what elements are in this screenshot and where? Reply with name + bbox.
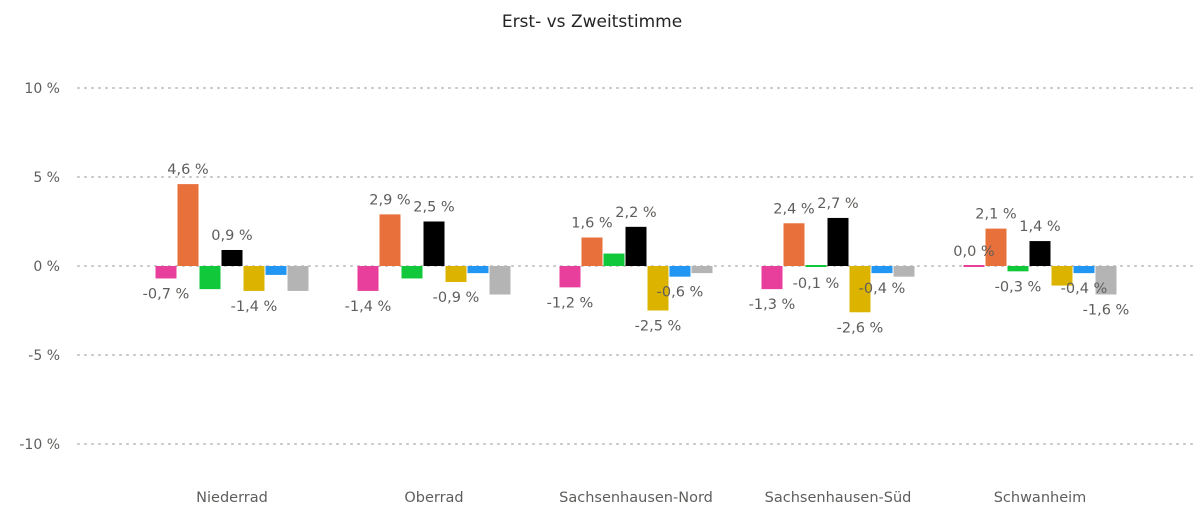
bar: [849, 266, 871, 313]
bar: [647, 266, 669, 311]
bar: [265, 266, 287, 275]
data-label: -1,2 %: [547, 295, 594, 311]
data-label: 2,2 %: [615, 205, 656, 221]
bar: [963, 265, 985, 267]
bar: [1007, 266, 1029, 272]
bar: [445, 266, 467, 283]
y-tick-label: 10 %: [24, 81, 60, 97]
x-category-label: Niederrad: [196, 490, 268, 506]
data-label: 1,6 %: [571, 216, 612, 232]
bar: [985, 228, 1007, 266]
data-label: -0,6 %: [657, 285, 704, 301]
data-label: -2,6 %: [837, 320, 884, 336]
y-tick-label: 0 %: [33, 259, 60, 275]
data-label: 2,9 %: [369, 192, 410, 208]
bar: [559, 266, 581, 288]
y-tick-label: 5 %: [33, 170, 60, 186]
data-label: -1,6 %: [1083, 302, 1130, 318]
data-label: 1,4 %: [1019, 219, 1060, 235]
data-label: -0,1 %: [793, 276, 840, 292]
bar: [581, 237, 603, 266]
bar: [761, 266, 783, 290]
bar: [827, 217, 849, 266]
data-label: 0,0 %: [953, 244, 994, 260]
bar: [423, 221, 445, 266]
bar: [603, 253, 625, 266]
bar: [1051, 266, 1073, 286]
bars: [155, 184, 1117, 313]
bar: [669, 266, 691, 277]
bar: [1095, 266, 1117, 295]
data-labels: -0,7 % 4,6 % 0,9 % -1,4 % -1,4 % 2,9 % 2,5 % -0…: [143, 162, 1130, 336]
bar: [691, 266, 713, 274]
data-label: -0,4 %: [859, 281, 906, 297]
bar: [467, 266, 489, 274]
data-label: -0,9 %: [433, 290, 480, 306]
data-label: 0,9 %: [211, 228, 252, 244]
data-label: -0,3 %: [995, 279, 1042, 295]
bar: [1029, 241, 1051, 266]
bar: [401, 266, 423, 279]
bar: [287, 266, 309, 291]
y-tick-label: -10 %: [19, 437, 60, 453]
y-tick-label: -5 %: [28, 348, 60, 364]
bar: [155, 266, 177, 279]
data-label: -1,4 %: [345, 299, 392, 315]
bar: [243, 266, 265, 291]
data-label: 2,1 %: [975, 207, 1016, 223]
bar: [805, 265, 827, 267]
bar: [221, 249, 243, 266]
y-axis-ticks: 10 % 5 % 0 % -5 % -10 %: [19, 81, 60, 453]
data-label: 2,4 %: [773, 201, 814, 217]
bar: [893, 266, 915, 277]
bar: [625, 226, 647, 266]
chart-title: Erst- vs Zweitstimme: [502, 12, 682, 32]
data-label: -0,4 %: [1061, 281, 1108, 297]
data-label: -2,5 %: [635, 319, 682, 335]
data-label: 4,6 %: [167, 162, 208, 178]
bar: [199, 266, 221, 290]
bar: [871, 266, 893, 274]
bar: [379, 214, 401, 266]
x-category-label: Oberrad: [404, 490, 463, 506]
data-label: 2,5 %: [413, 200, 454, 216]
x-category-label: Sachsenhausen-Nord: [559, 490, 713, 506]
bar: [783, 223, 805, 266]
data-label: -1,4 %: [231, 299, 278, 315]
data-label: -1,3 %: [749, 297, 796, 313]
bar: [489, 266, 511, 295]
x-axis-categories: Niederrad Oberrad Sachsenhausen-Nord Sachse…: [196, 490, 1086, 506]
bar: [177, 184, 199, 266]
bar: [357, 266, 379, 291]
x-category-label: Sachsenhausen-Süd: [765, 490, 912, 506]
data-label: 2,7 %: [817, 196, 858, 212]
x-category-label: Schwanheim: [994, 490, 1087, 506]
data-label: -0,7 %: [143, 286, 190, 302]
bar: [1073, 266, 1095, 274]
